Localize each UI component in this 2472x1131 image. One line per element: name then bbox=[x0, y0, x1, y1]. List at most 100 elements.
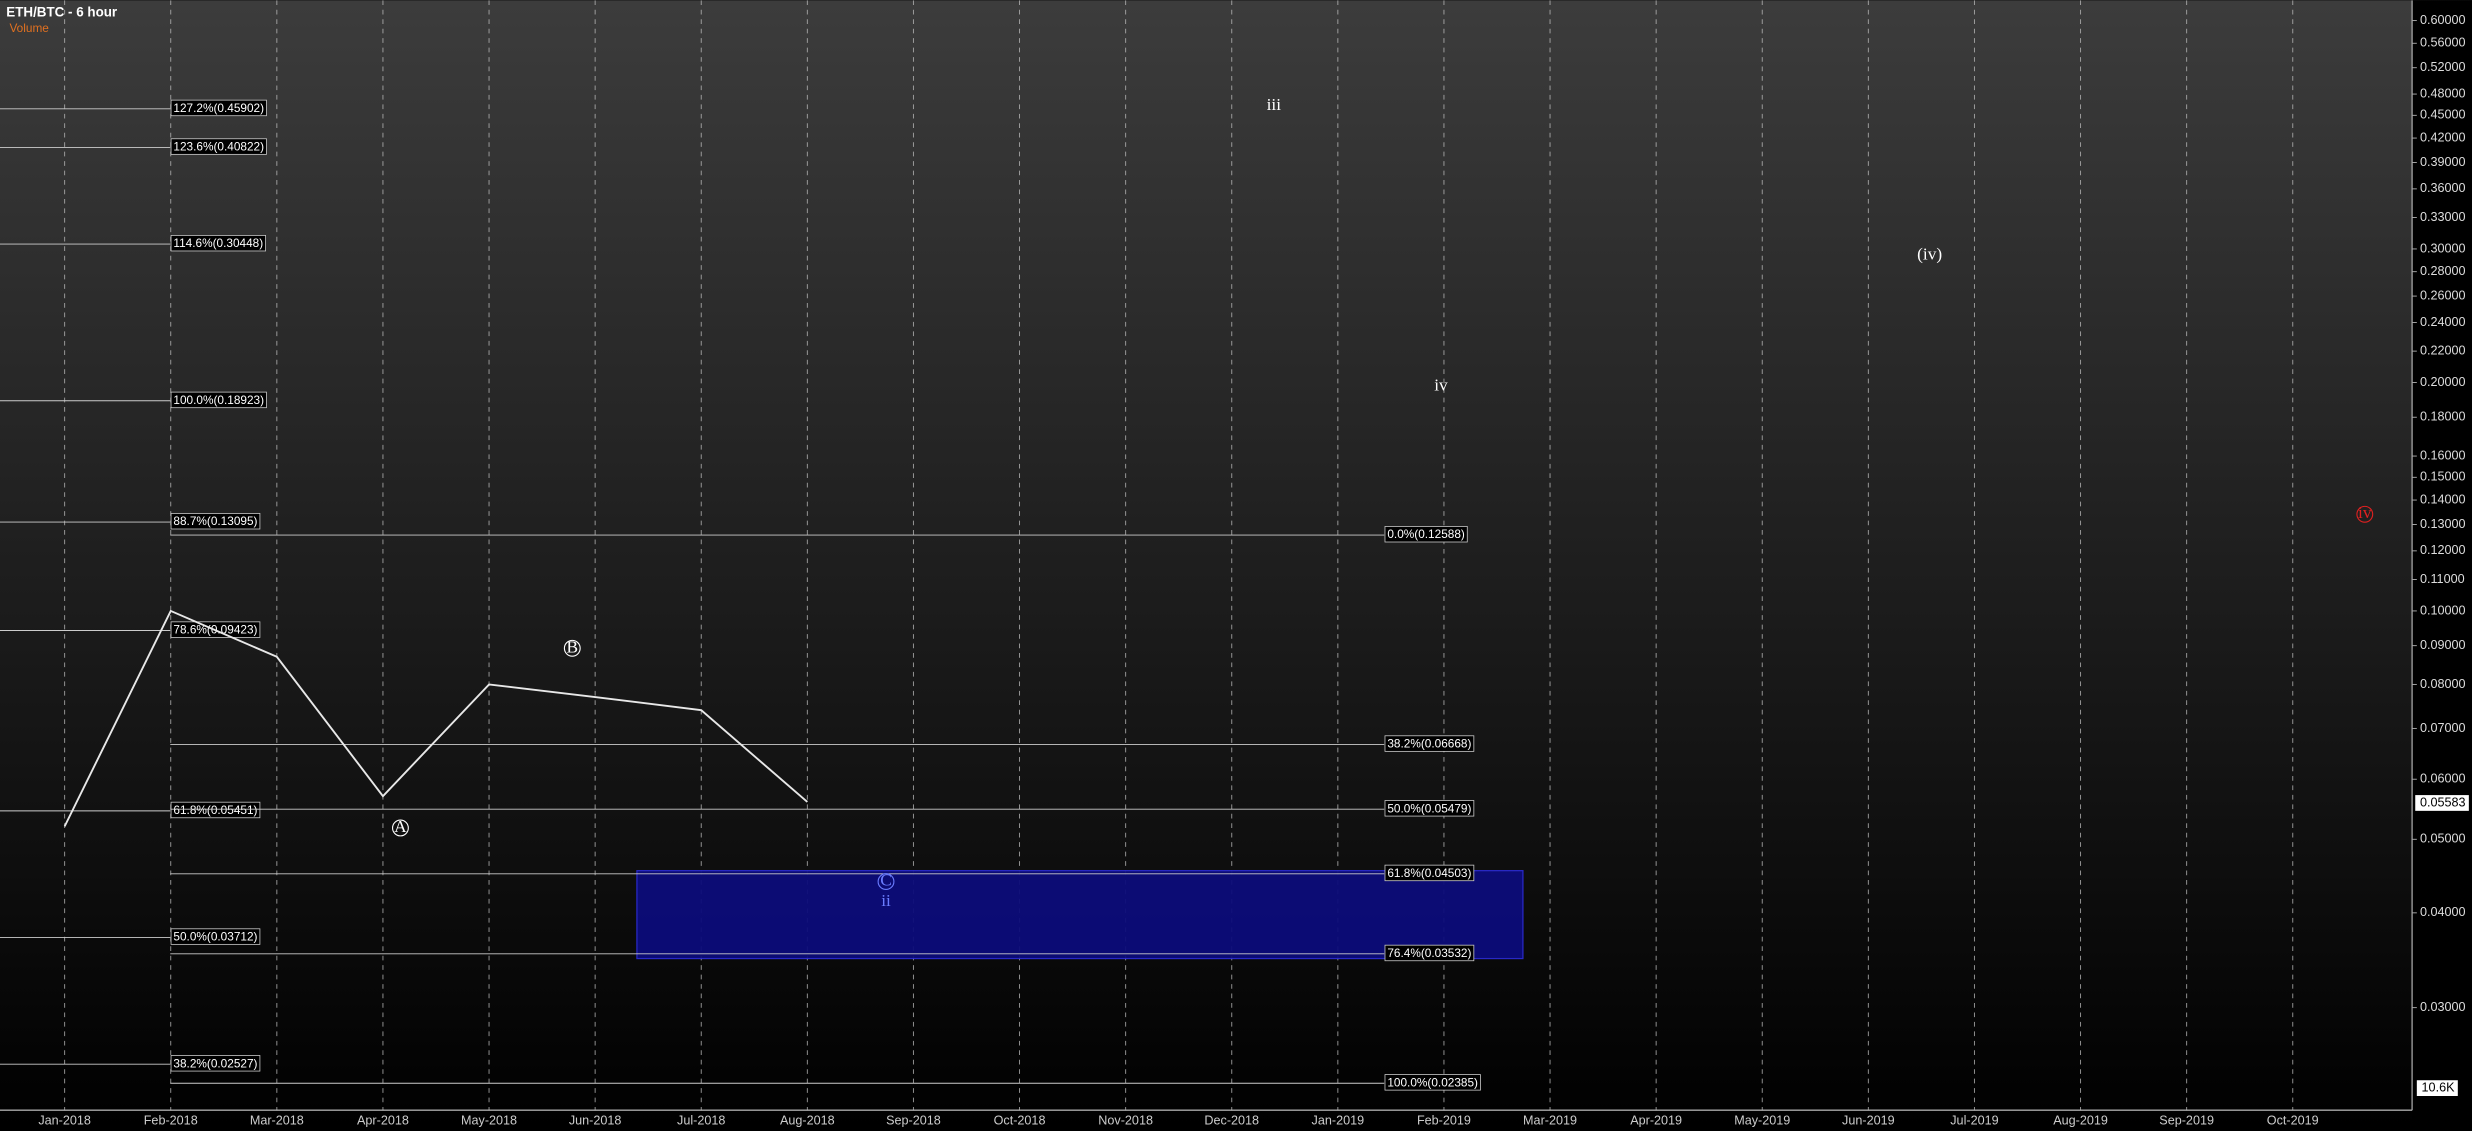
x-tick-label: Jul-2019 bbox=[1950, 1114, 1998, 1128]
wave-label: C bbox=[880, 871, 892, 890]
fib-label: 123.6%(0.40822) bbox=[173, 140, 264, 154]
y-tick-label: 0.48000 bbox=[2420, 86, 2466, 100]
fib-label-box bbox=[1384, 735, 1475, 752]
fib-label-box bbox=[170, 513, 261, 530]
x-tick-label: Aug-2019 bbox=[2053, 1114, 2108, 1128]
price-axis-panel bbox=[2412, 0, 2472, 1131]
last-price-box bbox=[2415, 795, 2469, 811]
fib-label-box bbox=[1384, 526, 1468, 543]
y-tick-label: 0.04000 bbox=[2420, 905, 2466, 919]
fib-label: 61.8%(0.04503) bbox=[1387, 866, 1471, 880]
fib-label: 88.7%(0.13095) bbox=[173, 514, 257, 528]
fib-label-box bbox=[170, 801, 261, 819]
y-tick-label: 0.05000 bbox=[2420, 832, 2466, 846]
x-tick-label: Oct-2018 bbox=[994, 1114, 1046, 1128]
fib-label: 61.8%(0.05451) bbox=[173, 803, 257, 817]
x-tick-label: Apr-2018 bbox=[357, 1114, 409, 1128]
y-tick-label: 0.30000 bbox=[2420, 241, 2466, 255]
wave-circle bbox=[392, 819, 409, 837]
volume-tick-box bbox=[2416, 1080, 2458, 1097]
x-tick-label: Mar-2019 bbox=[1523, 1114, 1577, 1128]
y-tick-label: 0.07000 bbox=[2420, 721, 2466, 735]
x-tick-label: Dec-2018 bbox=[1204, 1114, 1259, 1128]
y-tick-label: 0.16000 bbox=[2420, 448, 2466, 462]
y-tick-label: 0.28000 bbox=[2420, 264, 2466, 278]
fib-label-box bbox=[170, 234, 266, 252]
x-tick-label: Mar-2018 bbox=[250, 1114, 304, 1128]
fib-label: 76.4%(0.03532) bbox=[1387, 946, 1471, 960]
y-tick-label: 0.60000 bbox=[2420, 13, 2466, 27]
x-tick-label: Feb-2019 bbox=[1417, 1114, 1471, 1128]
fib-label-box bbox=[170, 138, 267, 155]
y-tick-label: 0.24000 bbox=[2420, 315, 2466, 329]
x-tick-label: May-2018 bbox=[461, 1114, 517, 1128]
y-tick-label: 0.09000 bbox=[2420, 638, 2466, 652]
wave-label: iii bbox=[1267, 95, 1282, 114]
last-price-label: 0.05583 bbox=[2420, 795, 2466, 809]
price-line bbox=[63, 609, 808, 827]
y-tick-label: 0.12000 bbox=[2420, 543, 2466, 557]
wave-circle bbox=[2356, 505, 2374, 523]
x-tick-label: Apr-2019 bbox=[1630, 1114, 1682, 1128]
fib-label-box bbox=[1384, 1074, 1481, 1091]
wave-label: A bbox=[394, 817, 407, 836]
y-tick-label: 0.14000 bbox=[2420, 492, 2466, 506]
fib-label-box bbox=[1384, 944, 1475, 962]
y-tick-label: 0.13000 bbox=[2420, 517, 2466, 531]
y-tick-label: 0.10000 bbox=[2420, 603, 2466, 617]
y-tick-label: 0.42000 bbox=[2420, 130, 2466, 144]
fib-label-box bbox=[170, 99, 267, 117]
x-tick-label: Nov-2018 bbox=[1098, 1114, 1153, 1128]
y-tick-label: 0.26000 bbox=[2420, 288, 2466, 302]
x-tick-label: Sep-2018 bbox=[886, 1114, 941, 1128]
wave-label: B bbox=[566, 637, 578, 656]
fib-label: 0.0%(0.12588) bbox=[1387, 527, 1465, 541]
chart-title: ETH/BTC - 6 hour bbox=[6, 4, 118, 19]
y-tick-label: 0.52000 bbox=[2420, 60, 2466, 74]
x-tick-label: Feb-2018 bbox=[144, 1114, 198, 1128]
fib-label: 100.0%(0.02385) bbox=[1387, 1075, 1478, 1089]
wave-circle bbox=[563, 639, 581, 657]
fib-label: 100.0%(0.18923) bbox=[173, 393, 264, 407]
fib-label: 50.0%(0.03712) bbox=[173, 930, 257, 944]
y-tick-label: 0.36000 bbox=[2420, 181, 2466, 195]
fib-label: 38.2%(0.06668) bbox=[1387, 737, 1471, 751]
y-tick-label: 0.08000 bbox=[2420, 677, 2466, 691]
y-tick-label: 0.22000 bbox=[2420, 343, 2466, 357]
fib-label-box bbox=[1384, 864, 1475, 882]
y-tick-label: 0.03000 bbox=[2420, 1000, 2466, 1014]
y-tick-label: 0.56000 bbox=[2420, 36, 2466, 50]
x-tick-label: Aug-2018 bbox=[780, 1114, 835, 1128]
y-tick-label: 0.20000 bbox=[2420, 375, 2466, 389]
x-tick-label: Jan-2019 bbox=[1312, 1114, 1365, 1128]
volume-legend: Volume bbox=[9, 21, 49, 35]
y-tick-label: 0.33000 bbox=[2420, 210, 2466, 224]
fib-label-box bbox=[1384, 800, 1475, 817]
wave-label: iv bbox=[1434, 376, 1448, 395]
y-tick-label: 0.11000 bbox=[2420, 572, 2465, 586]
y-tick-label: 0.18000 bbox=[2420, 410, 2466, 424]
y-tick-label: 0.15000 bbox=[2420, 470, 2466, 484]
y-tick-label: 0.06000 bbox=[2420, 772, 2466, 786]
x-tick-label: Sep-2019 bbox=[2159, 1114, 2214, 1128]
fib-label-box bbox=[170, 391, 267, 409]
fib-label: 38.2%(0.02527) bbox=[173, 1056, 257, 1070]
fib-label: 127.2%(0.45902) bbox=[173, 101, 264, 115]
x-tick-label: Jul-2018 bbox=[677, 1114, 725, 1128]
fib-label-box bbox=[170, 928, 261, 945]
wave-label: ii bbox=[881, 891, 891, 910]
fib-label: 50.0%(0.05479) bbox=[1387, 801, 1471, 815]
wave-label: (iv) bbox=[1917, 245, 1942, 264]
x-tick-label: Jun-2018 bbox=[569, 1114, 622, 1128]
wave-label: iv bbox=[2358, 503, 2372, 522]
wave-circle bbox=[877, 873, 895, 891]
x-tick-label: Jan-2018 bbox=[38, 1114, 91, 1128]
x-tick-label: May-2019 bbox=[1734, 1114, 1790, 1128]
volume-tick-label: 10.6K bbox=[2422, 1080, 2456, 1094]
x-tick-label: Oct-2019 bbox=[2267, 1114, 2319, 1128]
y-tick-label: 0.45000 bbox=[2420, 108, 2466, 122]
x-tick-label: Jun-2019 bbox=[1842, 1114, 1895, 1128]
